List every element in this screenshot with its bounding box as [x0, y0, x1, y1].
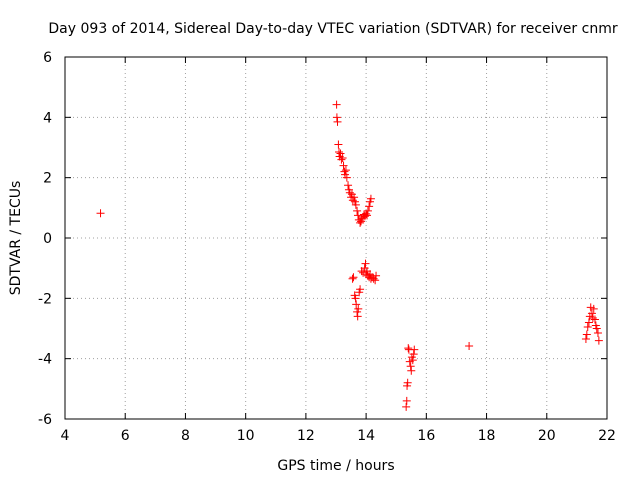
x-tick-label: 10	[237, 428, 255, 444]
data-point	[590, 315, 599, 324]
x-tick-label: 22	[598, 428, 616, 444]
chart-title: Day 093 of 2014, Sidereal Day-to-day VTE…	[48, 21, 617, 37]
y-tick-label: -4	[38, 352, 52, 368]
data-point	[339, 161, 348, 170]
data-point	[371, 276, 380, 285]
data-point	[349, 273, 358, 282]
data-point	[404, 344, 413, 353]
data-point	[338, 154, 347, 163]
data-point	[334, 140, 343, 149]
data-point	[332, 100, 341, 109]
data-point	[363, 206, 372, 215]
data-point	[587, 309, 596, 318]
data-point	[409, 350, 418, 359]
data-point	[337, 155, 346, 164]
data-point	[336, 149, 345, 158]
y-tick-label: 6	[43, 50, 52, 66]
data-point	[584, 318, 593, 327]
data-point	[594, 336, 603, 345]
data-point	[351, 294, 360, 303]
data-point	[410, 345, 419, 354]
data-point	[344, 181, 353, 190]
x-tick-label: 8	[181, 428, 190, 444]
grid-lines	[65, 57, 607, 419]
data-point	[365, 202, 374, 211]
data-points	[96, 100, 603, 411]
data-point	[402, 402, 411, 411]
data-point	[406, 362, 415, 371]
data-point	[592, 324, 601, 333]
data-point	[351, 200, 360, 209]
data-point	[403, 378, 412, 387]
data-point	[361, 259, 370, 268]
data-point	[350, 193, 359, 202]
data-point	[407, 366, 416, 375]
data-point	[354, 304, 363, 313]
data-point	[333, 117, 342, 126]
data-point	[96, 209, 105, 218]
x-tick-label: 12	[297, 428, 315, 444]
data-point	[356, 218, 365, 227]
data-point	[335, 148, 344, 157]
data-point	[342, 173, 351, 182]
data-point	[341, 166, 350, 175]
data-point	[582, 330, 591, 339]
data-point	[581, 335, 590, 344]
y-axis-label: SDTVAR / TECUs	[8, 181, 24, 296]
data-point	[348, 274, 357, 283]
x-tick-label: 14	[357, 428, 375, 444]
x-tick-label: 4	[61, 428, 70, 444]
data-point	[366, 194, 375, 203]
data-point	[363, 211, 372, 220]
data-point	[332, 113, 341, 122]
data-point	[352, 300, 361, 309]
y-tick-label: -2	[38, 291, 52, 307]
data-point	[589, 304, 598, 313]
y-tick-label: 2	[43, 171, 52, 187]
x-axis-label: GPS time / hours	[277, 458, 394, 474]
data-point	[345, 188, 354, 197]
axis-ticks: 4 6 8 10 12 14 16 18 20 22 -6 -4 -2 0 2 4 6	[38, 50, 616, 444]
data-point	[593, 329, 602, 338]
y-tick-label: -6	[38, 412, 52, 428]
x-tick-label: 16	[417, 428, 435, 444]
x-tick-label: 20	[538, 428, 556, 444]
data-point	[356, 285, 365, 294]
x-tick-label: 18	[478, 428, 496, 444]
y-tick-label: 0	[43, 231, 52, 247]
data-point	[588, 313, 597, 322]
data-point	[465, 341, 474, 350]
data-point	[372, 271, 381, 280]
data-point	[402, 396, 411, 405]
data-point	[353, 312, 362, 321]
data-point	[583, 322, 592, 331]
y-tick-label: 4	[43, 110, 52, 126]
x-tick-label: 6	[121, 428, 130, 444]
data-point	[353, 206, 362, 215]
data-point	[408, 356, 417, 365]
